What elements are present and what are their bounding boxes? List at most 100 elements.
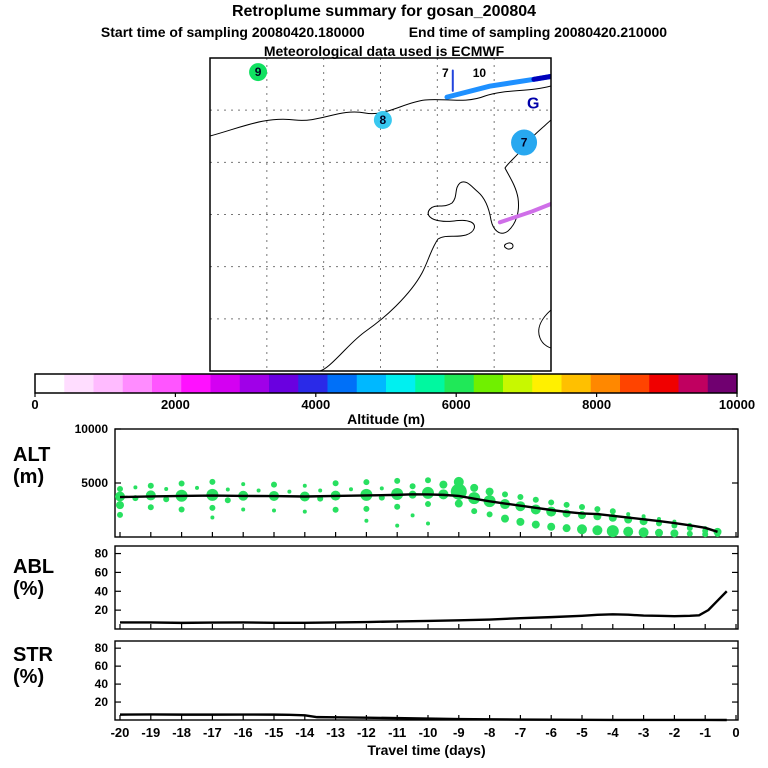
svg-text:20: 20: [95, 695, 109, 709]
particle-dot: [638, 527, 649, 538]
svg-text:-3: -3: [638, 725, 650, 740]
particle-dot: [702, 531, 709, 538]
svg-text:5000: 5000: [81, 476, 108, 490]
svg-text:-5: -5: [576, 725, 588, 740]
particle-dot: [425, 477, 431, 484]
particle-dot: [623, 526, 634, 537]
particle-dot: [209, 504, 216, 511]
particle-dot: [379, 486, 384, 491]
particle-dot: [422, 486, 434, 499]
svg-text:60: 60: [95, 565, 109, 579]
end-time-label: End time of sampling 20080420.210000: [408, 24, 668, 40]
panel-abl: 20 40 60 80: [95, 545, 739, 630]
abl-axis-label: ABL (%): [13, 556, 109, 600]
svg-text:-12: -12: [357, 725, 376, 740]
particle-dot: [133, 485, 138, 490]
particle-dot: [409, 483, 416, 490]
particle-dot: [454, 499, 463, 508]
particle-dot: [548, 499, 555, 506]
particle-dot: [609, 508, 616, 515]
particle-dot: [241, 482, 246, 487]
svg-text:-19: -19: [141, 725, 160, 740]
particle-dot: [532, 496, 539, 503]
endpoint-marker: [511, 129, 538, 156]
svg-text:-17: -17: [203, 725, 222, 740]
str-axis-label: STR (%): [13, 644, 109, 688]
svg-text:-13: -13: [326, 725, 345, 740]
particle-dot: [117, 511, 123, 518]
svg-text:10000: 10000: [719, 397, 755, 412]
particle-dot: [394, 477, 401, 484]
particle-dot: [224, 497, 231, 504]
particle-dot: [394, 503, 401, 510]
altitude-colorbar: 0 2000 4000 6000 8000 10000 Altitude (m): [31, 373, 755, 427]
svg-text:-2: -2: [669, 725, 681, 740]
particle-dot: [502, 491, 508, 498]
svg-text:-11: -11: [388, 725, 406, 740]
page-title: Retroplume summary for gosan_200804: [231, 3, 537, 20]
svg-text:60: 60: [95, 659, 109, 673]
svg-text:-9: -9: [453, 725, 465, 740]
particle-dot: [485, 487, 494, 496]
particle-dot: [531, 520, 540, 529]
svg-text:8: 8: [380, 113, 387, 127]
particle-dot: [579, 503, 585, 510]
particle-dot: [147, 504, 154, 511]
svg-text:Altitude (m): Altitude (m): [347, 411, 425, 427]
particle-dot: [225, 487, 230, 492]
svg-text:-4: -4: [607, 725, 619, 740]
particle-dot: [562, 524, 571, 533]
particle-dot: [670, 529, 679, 538]
svg-text:-1: -1: [699, 725, 711, 740]
particle-dot: [626, 512, 631, 517]
particle-dot: [501, 514, 509, 523]
svg-text:-15: -15: [265, 725, 284, 740]
trajectory-line: [444, 73, 551, 100]
particle-dot: [364, 518, 369, 523]
particle-dot: [410, 513, 415, 518]
trajectory-line: [531, 73, 551, 82]
svg-text:7: 7: [442, 66, 449, 80]
svg-text:G: G: [527, 95, 539, 112]
particle-dot: [272, 508, 276, 513]
particle-dot: [116, 501, 124, 510]
particle-dot: [256, 488, 261, 493]
particle-dot: [318, 488, 323, 493]
particle-dot: [178, 506, 185, 513]
svg-text:80: 80: [95, 547, 109, 561]
svg-text:2000: 2000: [161, 397, 190, 412]
str-line: [119, 713, 727, 722]
particle-dot: [606, 525, 619, 538]
particle-dot: [302, 509, 307, 514]
svg-text:10: 10: [473, 66, 487, 80]
particle-dot: [592, 525, 603, 536]
particle-dot: [577, 524, 587, 535]
svg-text:4000: 4000: [301, 397, 330, 412]
particle-dot: [302, 483, 307, 488]
particle-dot: [178, 480, 185, 487]
endpoint-marker: [249, 63, 268, 82]
particle-dot: [332, 506, 339, 513]
map-border: [209, 57, 552, 372]
particle-dot: [594, 506, 601, 513]
svg-text:40: 40: [95, 677, 109, 691]
alt-line: [119, 493, 718, 533]
particle-dot: [117, 485, 123, 492]
str-axis-label-text: STR: [13, 644, 53, 666]
particle-dot: [210, 515, 215, 520]
particle-dot: [517, 494, 524, 501]
svg-text:6000: 6000: [442, 397, 471, 412]
svg-text:-16: -16: [234, 725, 253, 740]
particle-dot: [563, 501, 570, 508]
svg-text:-14: -14: [295, 725, 315, 740]
particle-dot: [395, 523, 400, 528]
met-data-label: Meteorological data used is ECMWF: [263, 43, 505, 59]
particle-dot: [641, 514, 646, 519]
particle-dot: [425, 501, 431, 508]
abl-axis-unit: (%): [13, 578, 45, 600]
abl-axis-label-text: ABL: [13, 556, 55, 578]
sampling-times: Start time of sampling 20080420.180000 E…: [0, 24, 768, 40]
svg-text:20: 20: [95, 603, 109, 617]
particle-dot: [426, 521, 430, 526]
